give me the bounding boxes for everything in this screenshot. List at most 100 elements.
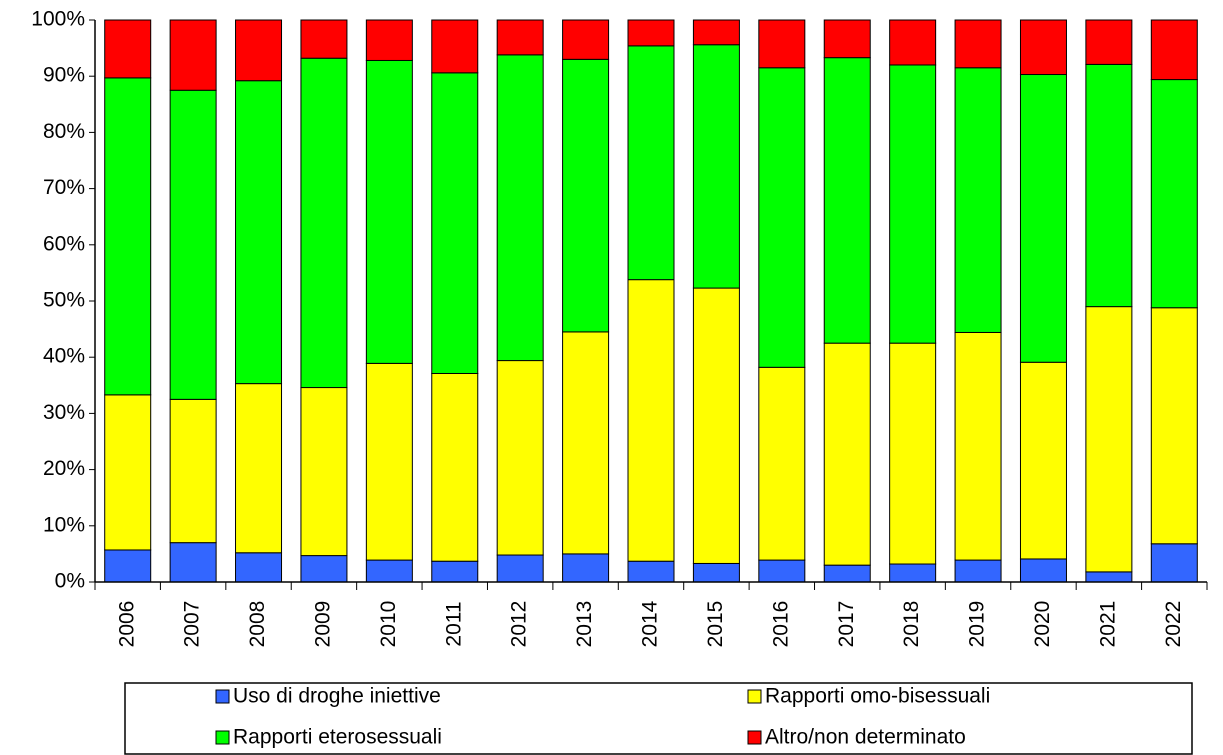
bar-segment: [889, 64, 937, 344]
bar-segment: [627, 279, 675, 562]
x-tick-label: 2010: [377, 601, 400, 648]
x-tick-label: 2015: [704, 601, 727, 648]
y-tick-label: 60%: [43, 232, 85, 255]
bar-segment: [235, 19, 283, 82]
bar-segment: [496, 19, 544, 56]
bar-segment: [365, 19, 413, 61]
legend-swatch: [747, 730, 762, 745]
y-tick-label: 20%: [43, 457, 85, 480]
bar-segment: [1085, 19, 1133, 65]
y-tick-label: 50%: [43, 289, 85, 312]
bar-segment: [823, 57, 871, 344]
bar-segment: [954, 67, 1002, 333]
bar-segment: [562, 553, 610, 583]
bar-segment: [169, 398, 217, 544]
bar-segment: [365, 59, 413, 364]
bar-segment: [889, 19, 937, 66]
y-tick-label: 40%: [43, 345, 85, 368]
bar-segment: [365, 559, 413, 583]
y-tick-label: 70%: [43, 176, 85, 199]
x-tick-label: 2006: [115, 601, 138, 648]
x-tick-label: 2008: [246, 601, 269, 648]
bar-segment: [169, 19, 217, 91]
bar-segment: [496, 360, 544, 556]
bar-segment: [758, 366, 806, 561]
bar-segment: [300, 57, 348, 389]
bar-segment: [300, 387, 348, 557]
bar-segment: [1085, 306, 1133, 573]
bar-segment: [365, 362, 413, 561]
bar-segment: [496, 54, 544, 362]
bar-segment: [1085, 63, 1133, 308]
legend-label: Altro/non determinato: [765, 726, 966, 749]
bar-segment: [758, 19, 806, 69]
legend-label: Uso di droghe iniettive: [233, 685, 441, 708]
x-tick-label: 2009: [311, 601, 334, 648]
bar-segment: [889, 563, 937, 583]
bar-segment: [823, 342, 871, 566]
y-tick-label: 10%: [43, 513, 85, 536]
x-tick-label: 2017: [835, 601, 858, 648]
bar-segment: [627, 45, 675, 281]
legend-label: Rapporti eterosessuali: [233, 726, 442, 749]
bar-segment: [823, 564, 871, 583]
legend-box: [124, 682, 1193, 755]
y-tick-label: 80%: [43, 120, 85, 143]
x-tick-label: 2021: [1096, 601, 1119, 648]
bar-segment: [758, 559, 806, 583]
x-tick-label: 2012: [508, 601, 531, 648]
bar-segment: [1150, 19, 1198, 81]
bar-segment: [954, 331, 1002, 561]
x-tick-label: 2016: [769, 601, 792, 648]
legend-swatch: [215, 689, 230, 704]
bar-segment: [431, 72, 479, 374]
x-tick-label: 2020: [1031, 601, 1054, 648]
bar-segment: [235, 383, 283, 554]
x-tick-label: 2013: [573, 601, 596, 648]
x-tick-label: 2018: [900, 601, 923, 648]
y-tick-label: 0%: [55, 570, 85, 593]
bar-segment: [496, 554, 544, 583]
bar-segment: [627, 560, 675, 583]
bar-segment: [431, 19, 479, 74]
bar-segment: [235, 552, 283, 583]
bar-segment: [104, 77, 152, 396]
y-tick-label: 100%: [31, 8, 85, 31]
bar-segment: [889, 342, 937, 565]
y-tick-label: 90%: [43, 64, 85, 87]
bar-segment: [692, 287, 740, 564]
bar-segment: [1019, 361, 1067, 560]
bar-segment: [758, 67, 806, 368]
bar-segment: [169, 89, 217, 400]
bar-segment: [104, 549, 152, 583]
bar-segment: [562, 331, 610, 555]
bar-segment: [300, 555, 348, 583]
bar-segment: [1150, 79, 1198, 309]
legend-swatch: [747, 689, 762, 704]
bar-segment: [1085, 571, 1133, 583]
bar-segment: [562, 58, 610, 333]
bar-segment: [431, 560, 479, 583]
bar-segment: [562, 19, 610, 60]
bar-segment: [1019, 558, 1067, 583]
bar-segment: [692, 44, 740, 289]
x-tick-label: 2014: [639, 600, 662, 647]
bar-segment: [169, 542, 217, 583]
legend-swatch: [215, 730, 230, 745]
bar-segment: [104, 19, 152, 79]
x-tick-label: 2011: [442, 601, 465, 646]
bar-segment: [300, 19, 348, 59]
bar-segment: [104, 394, 152, 551]
bar-segment: [1150, 307, 1198, 545]
bar-segment: [954, 559, 1002, 583]
x-tick-label: 2019: [966, 601, 989, 648]
x-tick-label: 2022: [1162, 601, 1185, 648]
x-tick-label: 2007: [181, 601, 204, 648]
bar-segment: [1150, 543, 1198, 583]
bar-segment: [692, 562, 740, 583]
y-tick-label: 30%: [43, 401, 85, 424]
bar-segment: [1019, 74, 1067, 363]
bar-segment: [954, 19, 1002, 69]
bar-segment: [692, 19, 740, 46]
